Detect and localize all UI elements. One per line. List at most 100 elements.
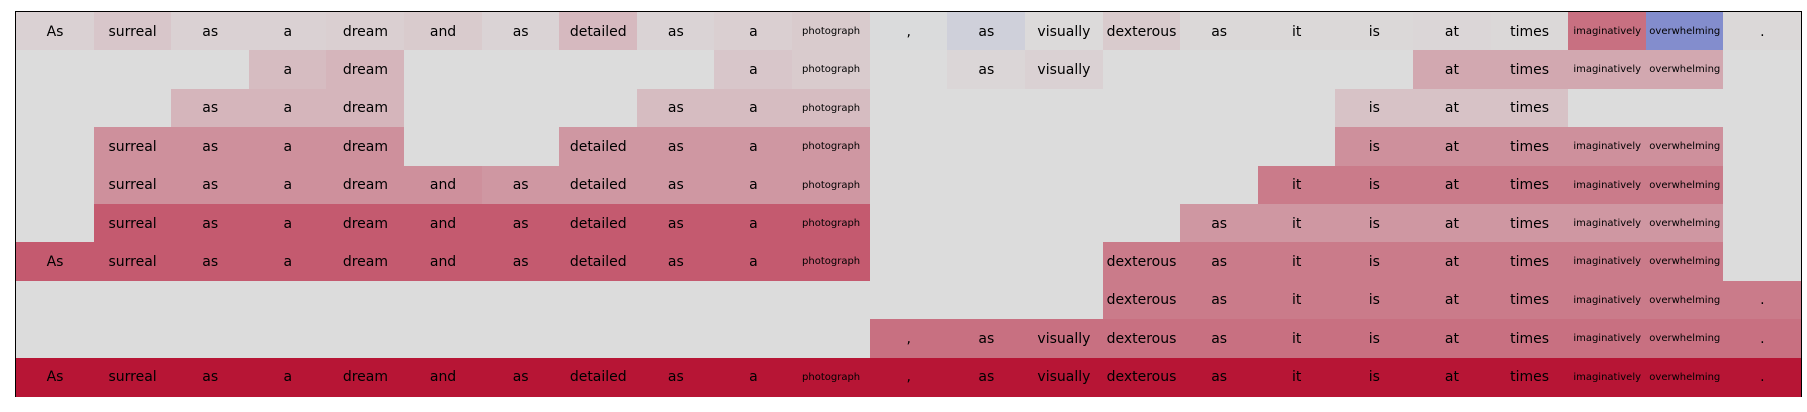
token-label: . bbox=[1760, 23, 1765, 40]
heatmap-cell bbox=[1723, 127, 1802, 167]
heatmap-cell bbox=[1568, 88, 1647, 128]
heatmap-cell: dream bbox=[326, 357, 405, 397]
heatmap-cell: detailed bbox=[559, 12, 638, 51]
heatmap-cell: imaginatively bbox=[1568, 319, 1647, 359]
token-label: at bbox=[1444, 369, 1459, 386]
heatmap-cell: as bbox=[636, 12, 715, 51]
heatmap-cell: a bbox=[248, 242, 327, 282]
token-label: as bbox=[512, 253, 529, 270]
heatmap-cell bbox=[404, 88, 483, 128]
token-label: is bbox=[1368, 177, 1380, 194]
token-label: detailed bbox=[569, 215, 627, 232]
heatmap-cell bbox=[1257, 127, 1336, 167]
heatmap-cell bbox=[1024, 280, 1103, 320]
heatmap-cell: as bbox=[171, 127, 250, 167]
heatmap-cell bbox=[93, 319, 172, 359]
token-label: photograph bbox=[802, 256, 861, 268]
heatmap-cell bbox=[714, 319, 793, 359]
heatmap-cell: as bbox=[171, 165, 250, 205]
heatmap-cell bbox=[869, 280, 948, 320]
heatmap-cell: as bbox=[481, 242, 560, 282]
token-label: times bbox=[1510, 100, 1550, 117]
heatmap-cell: surreal bbox=[93, 204, 172, 243]
token-label: as bbox=[1211, 23, 1228, 40]
heatmap-cell: times bbox=[1490, 280, 1569, 320]
heatmap-cell: As bbox=[16, 242, 94, 282]
token-label: overwhelming bbox=[1649, 256, 1721, 268]
token-label: as bbox=[978, 61, 995, 78]
heatmap-cell: as bbox=[171, 88, 250, 128]
heatmap-cell: a bbox=[714, 165, 793, 205]
heatmap-cell: times bbox=[1490, 242, 1569, 282]
heatmap-cell: it bbox=[1257, 165, 1336, 205]
token-label: a bbox=[283, 253, 293, 270]
heatmap-cell: as bbox=[171, 242, 250, 282]
heatmap-cell bbox=[947, 242, 1026, 282]
heatmap-cell: photograph bbox=[792, 357, 871, 397]
heatmap-cell bbox=[792, 319, 871, 359]
token-label: as bbox=[512, 177, 529, 194]
token-label: dexterous bbox=[1106, 23, 1177, 40]
heatmap-cell: as bbox=[947, 319, 1026, 359]
heatmap-cell: dream bbox=[326, 242, 405, 282]
token-label: photograph bbox=[802, 179, 861, 191]
heatmap-cell bbox=[869, 165, 948, 205]
heatmap-cell: it bbox=[1257, 242, 1336, 282]
heatmap-cell bbox=[16, 204, 94, 243]
heatmap-cell bbox=[171, 280, 250, 320]
heatmap-cell: visually bbox=[1024, 50, 1103, 90]
heatmap-cell: surreal bbox=[93, 12, 172, 51]
token-label: a bbox=[749, 61, 758, 78]
heatmap-cell: a bbox=[714, 127, 793, 167]
heatmap-cell: a bbox=[248, 88, 327, 128]
heatmap-cell bbox=[1180, 88, 1259, 128]
token-label: dexterous bbox=[1106, 253, 1177, 270]
heatmap-cell: and bbox=[404, 357, 483, 397]
token-label: a bbox=[749, 253, 758, 270]
token-label: a bbox=[283, 100, 293, 117]
heatmap-cell: dream bbox=[326, 50, 405, 90]
heatmap-cell bbox=[636, 280, 715, 320]
heatmap-cell: is bbox=[1335, 280, 1414, 320]
token-label: as bbox=[202, 23, 219, 40]
heatmap-cell bbox=[16, 165, 94, 205]
heatmap-cell: photograph bbox=[792, 50, 871, 90]
heatmap-cell: as bbox=[636, 165, 715, 205]
token-label: detailed bbox=[569, 369, 627, 386]
heatmap-cell: dexterous bbox=[1102, 357, 1181, 397]
token-label: times bbox=[1510, 177, 1550, 194]
heatmap-cell bbox=[869, 127, 948, 167]
token-label: a bbox=[283, 23, 293, 40]
token-label: overwhelming bbox=[1649, 294, 1721, 306]
token-label: as bbox=[667, 177, 684, 194]
token-label: at bbox=[1444, 330, 1459, 347]
token-label: is bbox=[1368, 23, 1380, 40]
heatmap-cell: as bbox=[1180, 242, 1259, 282]
heatmap-cell: dexterous bbox=[1102, 242, 1181, 282]
heatmap-cell: surreal bbox=[93, 165, 172, 205]
token-label: and bbox=[429, 369, 457, 386]
token-label: times bbox=[1510, 215, 1550, 232]
heatmap-cell: dream bbox=[326, 88, 405, 128]
token-label: . bbox=[1760, 369, 1765, 386]
heatmap-cell: at bbox=[1412, 165, 1491, 205]
heatmap-cell: imaginatively bbox=[1568, 127, 1647, 167]
token-label: . bbox=[1760, 292, 1765, 309]
token-label: as bbox=[202, 253, 219, 270]
heatmap-cell bbox=[171, 319, 250, 359]
heatmap-cell: photograph bbox=[792, 127, 871, 167]
token-label: a bbox=[749, 138, 758, 155]
token-label: as bbox=[667, 215, 684, 232]
token-label: is bbox=[1368, 330, 1380, 347]
heatmap-cell bbox=[1723, 242, 1802, 282]
token-label: overwhelming bbox=[1649, 64, 1721, 76]
heatmap-grid: As surreal as a dream and as detailed as a photogr… bbox=[15, 11, 1802, 397]
heatmap-cell bbox=[16, 280, 94, 320]
heatmap-cell bbox=[869, 242, 948, 282]
heatmap-cell bbox=[869, 204, 948, 243]
heatmap-cell: a bbox=[714, 12, 793, 51]
heatmap-cell: photograph bbox=[792, 88, 871, 128]
token-label: as bbox=[667, 100, 684, 117]
heatmap-cell bbox=[16, 127, 94, 167]
token-label: it bbox=[1292, 177, 1302, 194]
